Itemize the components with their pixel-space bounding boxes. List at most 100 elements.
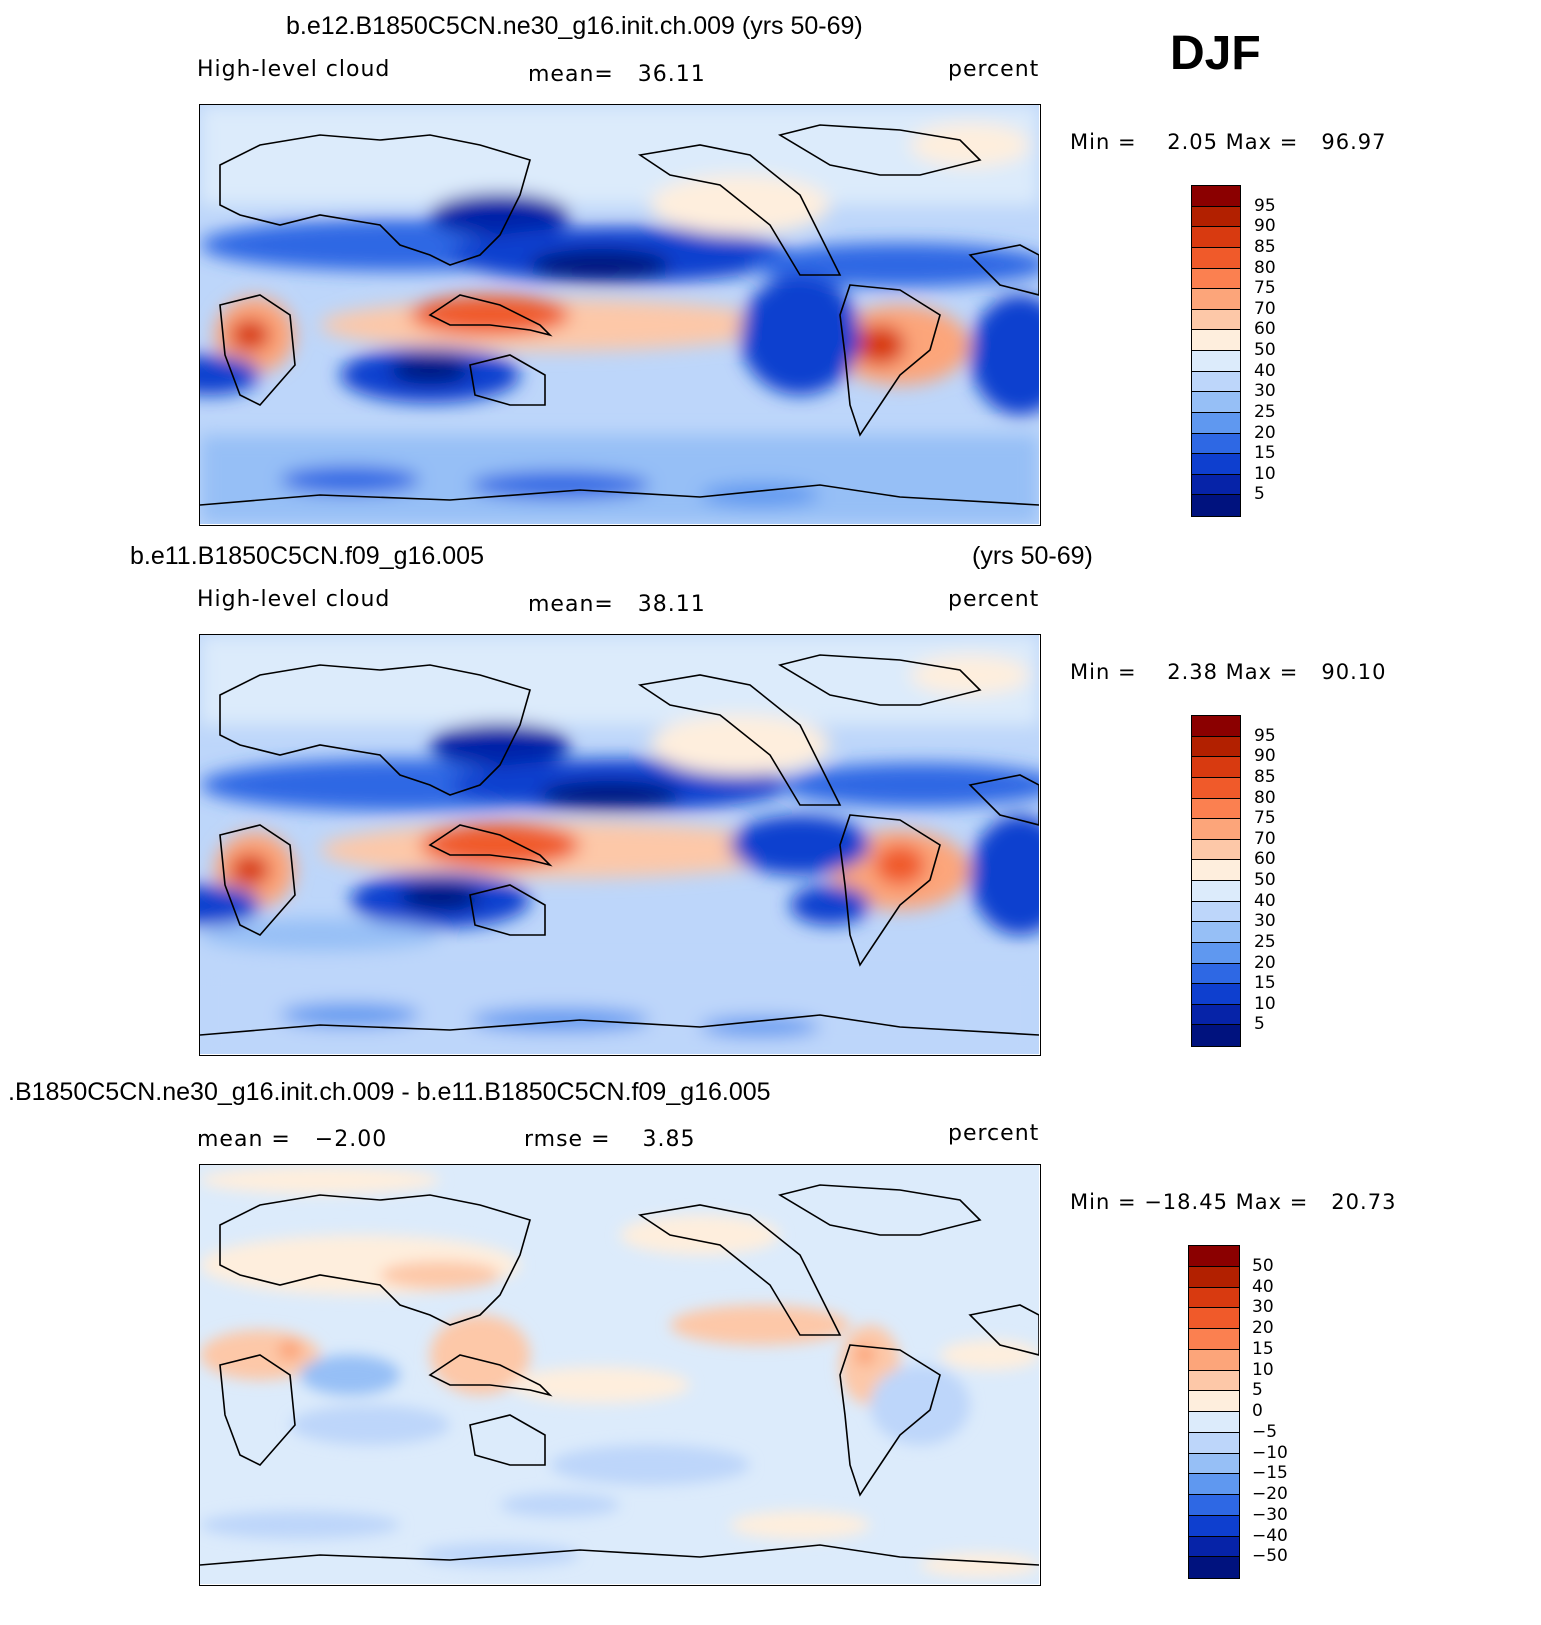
colorbar-swatch bbox=[1192, 984, 1240, 1005]
colorbar-swatch bbox=[1189, 1557, 1239, 1578]
colorbar-tick-label: 60 bbox=[1254, 319, 1276, 340]
colorbar-swatch bbox=[1192, 1025, 1240, 1046]
colorbar-tick-label: 75 bbox=[1254, 808, 1276, 829]
colorbar-swatch bbox=[1192, 454, 1240, 475]
colorbar-tick-label: 5 bbox=[1254, 484, 1265, 505]
colorbar-tick-label: 0 bbox=[1252, 1401, 1263, 1421]
colorbar-tick-label: −10 bbox=[1252, 1442, 1288, 1463]
colorbar-swatch bbox=[1192, 963, 1240, 985]
colorbar-swatch bbox=[1189, 1246, 1239, 1267]
colorbar-tick-label: −5 bbox=[1252, 1421, 1278, 1442]
colorbar-tick-label: 50 bbox=[1252, 1255, 1274, 1276]
panel2-colorbar-labels: 95 90 85 80 75 70 60 50 40 30 25 20 15 10 5 bbox=[1254, 715, 1314, 1047]
panel1-mean-label: mean= 36.11 bbox=[528, 62, 706, 87]
panel2-map bbox=[199, 634, 1041, 1056]
colorbar-swatch bbox=[1189, 1329, 1239, 1350]
colorbar-tick-label: 40 bbox=[1254, 360, 1276, 381]
colorbar-swatch bbox=[1192, 716, 1240, 737]
colorbar-tick-label: 5 bbox=[1252, 1380, 1263, 1401]
panel1-units-label: percent bbox=[948, 57, 1040, 82]
colorbar-swatch bbox=[1189, 1349, 1239, 1371]
panel3-units-label: percent bbox=[948, 1121, 1040, 1146]
colorbar-swatch bbox=[1189, 1536, 1239, 1558]
colorbar-tick-label: 25 bbox=[1254, 401, 1276, 422]
colorbar-swatch bbox=[1192, 412, 1240, 434]
panel3-rmse-label: rmse = 3.85 bbox=[524, 1127, 696, 1152]
colorbar-swatch bbox=[1189, 1308, 1239, 1329]
colorbar-swatch bbox=[1192, 474, 1240, 496]
colorbar-tick-label: 95 bbox=[1254, 195, 1276, 216]
colorbar-tick-label: −20 bbox=[1252, 1484, 1288, 1504]
colorbar-tick-label: 85 bbox=[1254, 236, 1276, 257]
panel2-mean-label: mean= 38.11 bbox=[528, 592, 706, 617]
colorbar-tick-label: 15 bbox=[1254, 443, 1276, 464]
colorbar-swatch bbox=[1192, 268, 1240, 290]
panel2-units-label: percent bbox=[948, 587, 1040, 612]
panel3-colorbar bbox=[1188, 1245, 1240, 1579]
colorbar-tick-label: 30 bbox=[1252, 1297, 1274, 1318]
colorbar-swatch bbox=[1192, 922, 1240, 943]
colorbar-tick-label: 85 bbox=[1254, 766, 1276, 787]
colorbar-tick-label: 10 bbox=[1254, 463, 1276, 484]
colorbar-tick-label: 20 bbox=[1252, 1318, 1274, 1338]
colorbar-tick-label: 60 bbox=[1254, 849, 1276, 870]
colorbar-tick-label: −50 bbox=[1252, 1546, 1288, 1567]
panel1-minmax: Min = 2.05 Max = 96.97 bbox=[1070, 130, 1387, 154]
colorbar-swatch bbox=[1192, 736, 1240, 758]
panel1-map bbox=[199, 104, 1041, 526]
colorbar-swatch bbox=[1192, 330, 1240, 351]
panel1-variable-label: High-level cloud bbox=[197, 57, 391, 82]
panel2-title-right: (yrs 50-69) bbox=[972, 542, 1093, 570]
colorbar-swatch bbox=[1189, 1495, 1239, 1516]
colorbar-tick-label: 10 bbox=[1252, 1359, 1274, 1380]
colorbar-swatch bbox=[1192, 757, 1240, 778]
colorbar-swatch bbox=[1189, 1287, 1239, 1309]
colorbar-swatch bbox=[1192, 1004, 1240, 1026]
panel2-title-left: b.e11.B1850C5CN.f09_g16.005 bbox=[130, 542, 484, 570]
colorbar-tick-label: 40 bbox=[1254, 890, 1276, 911]
colorbar-swatch bbox=[1192, 495, 1240, 516]
panel3-minmax: Min = −18.45 Max = 20.73 bbox=[1070, 1190, 1397, 1214]
colorbar-tick-label: 30 bbox=[1254, 381, 1276, 402]
panel3-mean-label: mean = −2.00 bbox=[197, 1127, 388, 1152]
colorbar-swatch bbox=[1192, 371, 1240, 393]
colorbar-tick-label: 80 bbox=[1254, 787, 1276, 808]
panel1-colorbar bbox=[1191, 185, 1241, 517]
colorbar-swatch bbox=[1192, 433, 1240, 455]
colorbar-tick-label: 25 bbox=[1254, 931, 1276, 952]
colorbar-tick-label: −30 bbox=[1252, 1504, 1288, 1525]
colorbar-tick-label: 80 bbox=[1254, 257, 1276, 278]
colorbar-tick-label: 50 bbox=[1254, 340, 1276, 360]
colorbar-swatch bbox=[1192, 819, 1240, 840]
panel3-colorbar-labels: 50 40 30 20 15 10 5 0 −5 −10 −15 −20 −30 −40 −50 bbox=[1252, 1245, 1322, 1579]
colorbar-swatch bbox=[1189, 1453, 1239, 1475]
colorbar-swatch bbox=[1192, 206, 1240, 228]
colorbar-swatch bbox=[1192, 881, 1240, 902]
colorbar-tick-label: 70 bbox=[1254, 828, 1276, 849]
colorbar-tick-label: 70 bbox=[1254, 298, 1276, 319]
panel3-map bbox=[199, 1164, 1041, 1586]
colorbar-swatch bbox=[1189, 1412, 1239, 1433]
colorbar-swatch bbox=[1189, 1391, 1239, 1412]
colorbar-swatch bbox=[1192, 186, 1240, 207]
colorbar-swatch bbox=[1192, 777, 1240, 799]
colorbar-swatch bbox=[1189, 1266, 1239, 1288]
colorbar-tick-label: 90 bbox=[1254, 216, 1276, 237]
season-label: DJF bbox=[1170, 27, 1261, 80]
colorbar-swatch bbox=[1192, 309, 1240, 331]
colorbar-swatch bbox=[1192, 860, 1240, 881]
colorbar-tick-label: −40 bbox=[1252, 1525, 1288, 1546]
panel2-variable-label: High-level cloud bbox=[197, 587, 391, 612]
colorbar-swatch bbox=[1192, 289, 1240, 310]
colorbar-swatch bbox=[1189, 1370, 1239, 1392]
panel2-colorbar bbox=[1191, 715, 1241, 1047]
colorbar-swatch bbox=[1192, 392, 1240, 413]
colorbar-tick-label: 90 bbox=[1254, 746, 1276, 767]
colorbar-tick-label: 30 bbox=[1254, 911, 1276, 932]
colorbar-tick-label: 50 bbox=[1254, 870, 1276, 890]
colorbar-tick-label: 10 bbox=[1254, 993, 1276, 1014]
colorbar-tick-label: 75 bbox=[1254, 278, 1276, 299]
colorbar-swatch bbox=[1192, 942, 1240, 964]
colorbar-tick-label: 15 bbox=[1254, 973, 1276, 994]
panel2-minmax: Min = 2.38 Max = 90.10 bbox=[1070, 660, 1387, 684]
